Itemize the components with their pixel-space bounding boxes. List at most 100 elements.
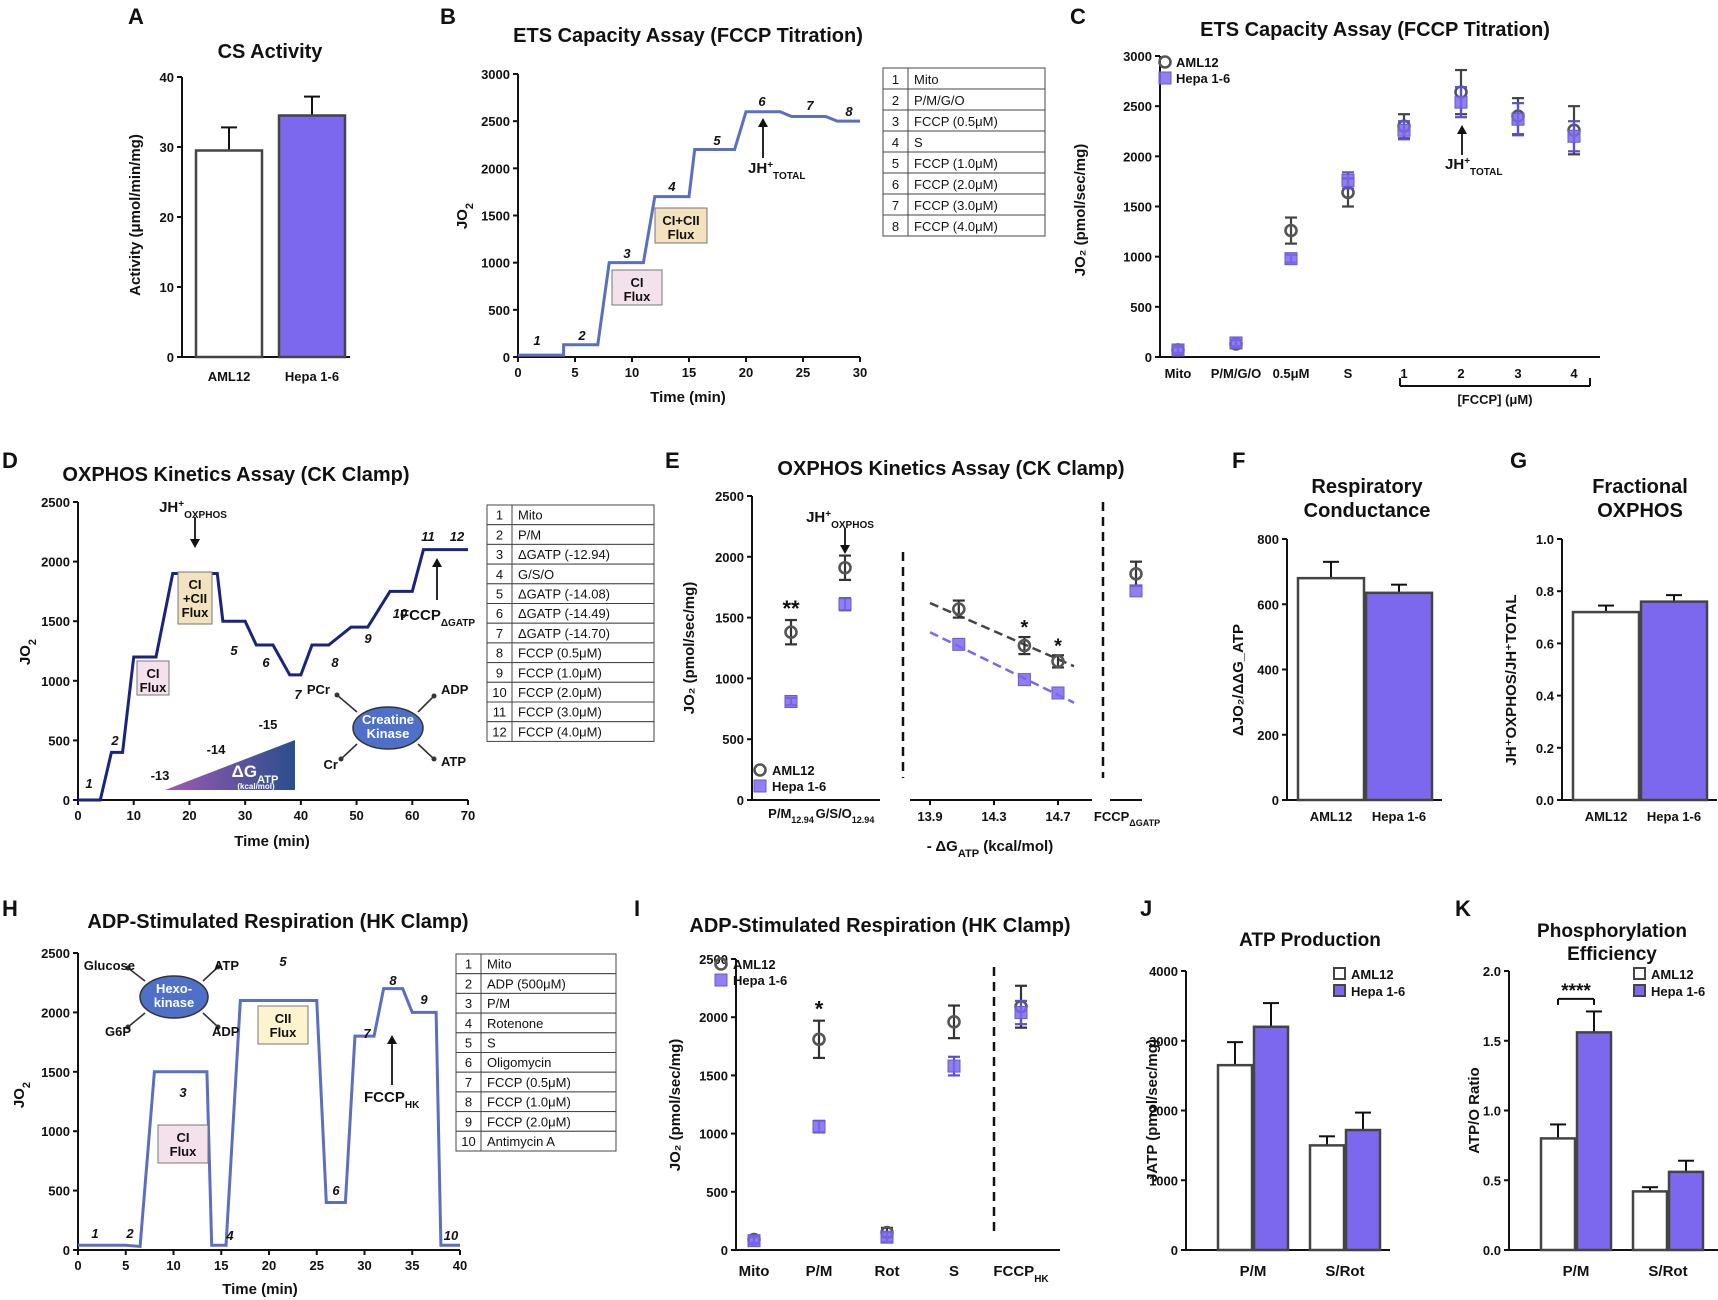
panel-i-legend-aml12-marker <box>714 957 728 971</box>
panel-c-y-tick-label: 2500 <box>1123 99 1152 114</box>
panel-c-arrow-head <box>1457 125 1467 134</box>
panel-k-significance: **** <box>1561 981 1591 1002</box>
panel-h-x-tick-label: 10 <box>166 1258 180 1273</box>
panel-k-legend-aml12: AML12 <box>1651 967 1694 982</box>
panel-d-step-label: 1 <box>85 776 92 791</box>
panel-h-step-label: 1 <box>91 1226 98 1241</box>
panel-i-x-label: S <box>949 1263 959 1280</box>
panel-c-aml12-point <box>1284 223 1298 238</box>
panel-d-table-step-label: FCCP (0.5μM) <box>518 646 602 661</box>
panel-h-x-tick-label: 15 <box>214 1258 228 1273</box>
panel-k-bar <box>1539 1137 1577 1252</box>
panel-h-table-step-number: 4 <box>465 1016 472 1031</box>
panel-b-table-step-number: 3 <box>892 114 899 129</box>
panel-i-legend-hepa-marker <box>714 973 728 987</box>
panel-d-step-label: 5 <box>230 643 238 658</box>
panel-k-bar <box>1631 1190 1669 1252</box>
panel-k-y-tick-label: 1.0 <box>1483 1104 1501 1119</box>
panel-b-x-tick-label: 20 <box>739 365 753 380</box>
panel-d-table-step-number: 2 <box>496 527 503 542</box>
panel-h-x-tick-label: 25 <box>310 1258 324 1273</box>
panel-c-arrow-label: JH+TOTAL <box>1445 156 1502 178</box>
panel-j-y-tick-label: 1000 <box>1149 1173 1178 1188</box>
panel-h-step-label: 3 <box>179 1085 187 1100</box>
panel-e-y-label: JO₂ (pmol/sec/mg) <box>681 582 698 715</box>
panel-j-legend-hepa: Hepa 1-6 <box>1351 984 1405 999</box>
panel-j-legend-aml12-swatch <box>1333 967 1346 980</box>
panel-d-table-step-number: 10 <box>492 685 506 700</box>
panel-g-bar <box>1571 610 1641 802</box>
panel-h-hk-arrow <box>127 967 146 982</box>
panel-d-title: OXPHOS Kinetics Assay (CK Clamp) <box>62 464 409 486</box>
panel-d-table-step-label: Mito <box>518 508 543 523</box>
panel-h-table-step-number: 8 <box>465 1095 472 1110</box>
panel-d-table-step-label: FCCP (3.0μM) <box>518 705 602 720</box>
panel-b-table-step-number: 4 <box>892 135 899 150</box>
panel-c-y-tick-label: 0 <box>1145 350 1152 365</box>
panel-c-x-label: 2 <box>1457 366 1464 381</box>
panel-d-arrow-top-head <box>190 539 200 548</box>
panel-e-y-tick-label: 1000 <box>715 671 744 686</box>
panel-f-title-2: Conductance <box>1304 500 1431 522</box>
panel-e-title: OXPHOS Kinetics Assay (CK Clamp) <box>777 458 1124 480</box>
panel-i-hepa-point <box>1014 1006 1028 1020</box>
panel-e-legend-hepa: Hepa 1-6 <box>772 779 826 794</box>
panel-label-C: C <box>1070 4 1086 29</box>
panel-d-table-step-label: ΔGATP (-12.94) <box>518 547 610 562</box>
panel-label-D: D <box>2 448 18 473</box>
panel-b-table-step-label: FCCP (4.0μM) <box>914 219 998 234</box>
panel-h-table-label-cell <box>480 1130 617 1152</box>
panel-d-step-label: 2 <box>110 733 119 748</box>
panel-g-x-label: Hepa 1-6 <box>1647 809 1701 824</box>
panel-h-ci-box <box>157 1124 209 1164</box>
panel-h-table-step-label: FCCP (1.0μM) <box>487 1095 571 1110</box>
panel-h-title: ADP-Stimulated Respiration (HK Clamp) <box>87 911 468 933</box>
panel-h-table-step-label: Oligomycin <box>487 1055 551 1070</box>
panel-i-y-tick-label: 2500 <box>699 952 728 967</box>
panel-h-table-step-label: FCCP (0.5μM) <box>487 1075 571 1090</box>
panel-i-legend-aml12: AML12 <box>733 957 776 972</box>
panel-k-title: Efficiency <box>1567 944 1657 965</box>
panel-d-ci-box <box>136 660 170 696</box>
panel-b-table-step-number: 7 <box>892 198 899 213</box>
panel-label-B: B <box>440 4 456 29</box>
panel-j-legend-hepa-swatch <box>1333 984 1346 997</box>
panel-d-x-tick-label: 30 <box>238 808 252 823</box>
panel-e-x-tick-label: 14.3 <box>981 809 1006 824</box>
panel-b-table-step-number: 6 <box>892 177 899 192</box>
panel-h-x-tick-label: 30 <box>357 1258 371 1273</box>
panel-h-hk-arrow-head <box>215 1024 221 1030</box>
panel-e-hepa-point <box>952 637 966 651</box>
panel-h-table-step-label: Rotenone <box>487 1016 543 1031</box>
panel-h-table-step-label: Antimycin A <box>487 1134 555 1149</box>
panel-h-cii-box-text: Flux <box>270 1025 297 1040</box>
panel-i-y-tick-label: 0 <box>721 1243 728 1258</box>
panel-i-y-tick-label: 2000 <box>699 1010 728 1025</box>
panel-a-bar <box>194 149 264 359</box>
panel-b-ci-box-text: Flux <box>624 289 651 304</box>
panel-b-trace <box>518 110 860 357</box>
panel-d-table-step-number: 6 <box>496 606 503 621</box>
panel-b-cicii-box-text: CI+CII <box>662 213 699 228</box>
panel-d-table-step-label: ΔGATP (-14.49) <box>518 606 610 621</box>
panel-b-x-tick-label: 25 <box>796 365 810 380</box>
panel-h-hk-adp: ADP <box>212 1024 240 1039</box>
panel-k-y-tick-label: 2.0 <box>1483 964 1501 979</box>
panel-k-x-label: S/Rot <box>1648 1263 1687 1280</box>
panel-b-arrow-head <box>758 118 768 127</box>
panel-b-table-label-cell <box>907 130 1046 153</box>
panel-h-table-step-number: 2 <box>465 976 472 991</box>
panel-b-x-tick-label: 5 <box>571 365 578 380</box>
panel-d-cicii-box-text: Flux <box>182 605 209 620</box>
panel-c-hepa-point <box>1171 343 1185 357</box>
panel-d-step-label: 8 <box>331 655 339 670</box>
panel-b-table-step-label: P/M/G/O <box>914 93 965 108</box>
panel-j-y-tick-label: 0 <box>1171 1243 1178 1258</box>
panel-d-gradient-unit: (kcal/mol) <box>237 782 275 791</box>
panel-i-x-label: Mito <box>739 1263 770 1280</box>
panel-f-y-tick-label: 400 <box>1257 663 1279 678</box>
panel-d-y-tick-label: 1500 <box>41 614 70 629</box>
panel-a-y-tick-label: 0 <box>167 350 174 365</box>
panel-b-y-tick-label: 0 <box>503 350 510 365</box>
